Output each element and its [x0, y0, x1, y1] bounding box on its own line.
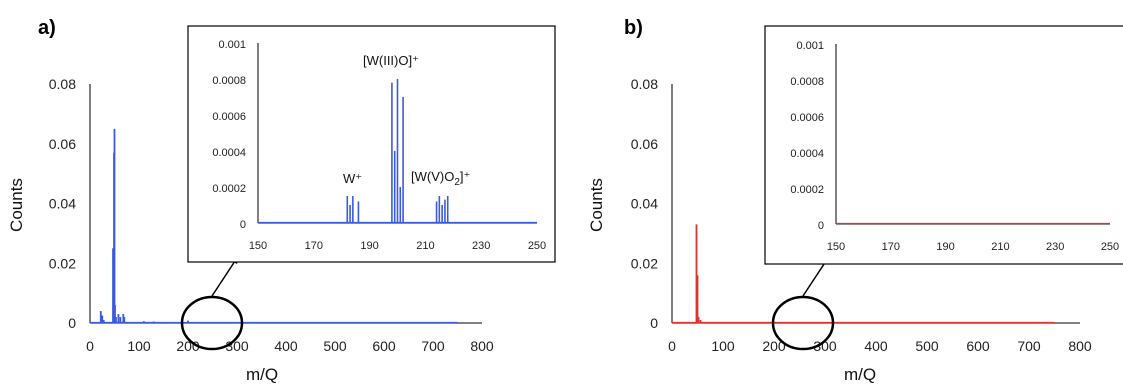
- y-tick-label: 0.0002: [790, 184, 824, 196]
- main-chart-a: 00.020.040.060.080 100 200 300 400 500 600 700 8…: [7, 76, 494, 384]
- x-tick-label: 250: [1101, 241, 1119, 253]
- y-tick-label: 0.0008: [212, 75, 246, 87]
- x-tick-label: 100: [127, 338, 151, 354]
- zoom-arrow-a: [211, 257, 238, 297]
- y-tick-label: 0.06: [631, 136, 658, 152]
- x-tick-label: 500: [323, 338, 347, 354]
- x-tick-label: 190: [360, 240, 378, 252]
- annotation-w5o2-post: ]⁺: [460, 169, 470, 184]
- x-tick-label: 400: [274, 338, 298, 354]
- y-tick-label: 0.001: [796, 40, 824, 52]
- annotation-w5o2-pre: [W(V)O: [411, 169, 454, 184]
- x-tick-label: 200: [762, 338, 786, 354]
- x-tick-label: 800: [470, 338, 494, 354]
- zoom-circle-a: [180, 295, 244, 351]
- main-chart-b: 0 0.02 0.04 0.06 0.08 0 100 200 300 400 500 600 700 8…: [587, 76, 1092, 384]
- y-tick-label: 0.001: [218, 39, 246, 51]
- x-tick-label: 800: [1068, 338, 1092, 354]
- y-tick-label: 0: [240, 219, 246, 231]
- x-tick-label: 100: [711, 338, 735, 354]
- x-tick-label: 190: [936, 241, 954, 253]
- annotation-w3o: [W(III)O]⁺: [363, 53, 419, 68]
- x-tick-label: 210: [991, 241, 1009, 253]
- annotation-w5o2: [W(V)O2]⁺: [411, 169, 470, 188]
- inset-chart-a: 0 0.0002 0.0004 0.0006 0.0008 0.001 150 170 190 2…: [212, 39, 546, 252]
- x-tick-label: 0: [86, 338, 94, 354]
- y-tick-label: 0.0004: [790, 148, 824, 160]
- x-tick-label: 170: [882, 241, 900, 253]
- y-tick-label: 0.0004: [212, 147, 246, 159]
- x-tick-label: 600: [372, 338, 396, 354]
- panel-label-a: a): [38, 17, 56, 39]
- y-axis-title: Counts: [7, 178, 26, 232]
- y-tick-label: 0.08: [631, 76, 658, 92]
- y-tick-label: 0.08: [49, 76, 76, 92]
- x-tick-label: 0: [668, 338, 676, 354]
- x-tick-label: 200: [176, 338, 200, 354]
- y-tick-label: 0.0006: [790, 112, 824, 124]
- x-tick-label: 150: [249, 240, 267, 252]
- x-tick-label: 150: [827, 241, 845, 253]
- y-tick-label: 0: [68, 315, 76, 331]
- y-tick-label: 0.06: [49, 136, 76, 152]
- annotation-w-plus: W⁺: [343, 171, 362, 186]
- annotation-w5o2-sub: 2: [454, 177, 460, 188]
- y-axis-title: Counts: [587, 178, 606, 232]
- y-tick-label: 0.02: [49, 255, 76, 271]
- x-tick-label: 170: [305, 240, 323, 252]
- x-tick-label: 210: [416, 240, 434, 252]
- x-tick-label: 230: [472, 240, 490, 252]
- x-tick-label: 700: [1017, 338, 1041, 354]
- y-tick-label: 0.04: [631, 196, 658, 212]
- y-tick-label: 0.0006: [212, 111, 246, 123]
- x-tick-label: 400: [864, 338, 888, 354]
- y-tick-label: 0.04: [49, 196, 76, 212]
- x-tick-label: 500: [915, 338, 939, 354]
- y-tick-label: 0: [818, 220, 824, 232]
- x-tick-label: 300: [813, 338, 837, 354]
- y-tick-label: 0.0008: [790, 76, 824, 88]
- y-tick-label: 0.0002: [212, 183, 246, 195]
- y-tick-label: 0.02: [631, 255, 658, 271]
- panel-label-b: b): [624, 17, 643, 39]
- x-tick-label: 700: [421, 338, 445, 354]
- x-tick-label: 250: [528, 240, 546, 252]
- x-axis-title: m/Q: [246, 365, 278, 384]
- y-tick-label: 0: [650, 315, 658, 331]
- x-tick-label: 600: [966, 338, 990, 354]
- x-tick-label: 230: [1046, 241, 1064, 253]
- inset-chart-b: 0 0.0002 0.0004 0.0006 0.0008 0.001 150 170 190 2…: [790, 40, 1119, 253]
- x-axis-title: m/Q: [844, 365, 876, 384]
- zoom-circle-b: [771, 295, 835, 351]
